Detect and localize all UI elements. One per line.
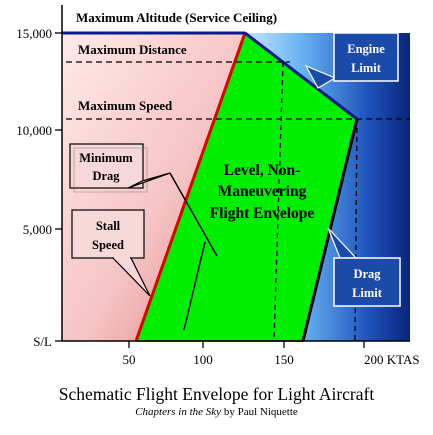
x-tick-100: 100 <box>193 352 213 367</box>
diagram-title: Schematic Flight Envelope for Light Airc… <box>58 384 375 404</box>
y-tick-10000: 10,000 <box>16 123 52 138</box>
stall-speed-text-2: Speed <box>92 238 124 252</box>
min-drag-callout: Minimum Drag <box>69 143 171 193</box>
min-drag-text-2: Drag <box>92 169 120 183</box>
diagram-subtitle: Chapters in the Sky by Paul Niquette <box>0 406 433 418</box>
max-speed-drop <box>354 118 358 342</box>
stall-region <box>62 33 245 341</box>
x-tick-50: 50 <box>123 352 136 367</box>
stall-speed-text-1: Stall <box>96 219 121 233</box>
max-speed-label: Maximum Speed <box>78 98 173 113</box>
envelope-label-line1: Level, Non- <box>224 162 301 179</box>
max-distance-label: Maximum Distance <box>78 42 187 57</box>
min-drag-text-1: Minimum <box>79 151 133 165</box>
stall-speed-callout: Stall Speed <box>71 209 151 297</box>
envelope-label-line2: Maneuvering <box>218 183 307 200</box>
max-distance-drop <box>273 61 284 342</box>
y-tick-15000: 15,000 <box>16 26 52 41</box>
y-tick-sl: S/L <box>33 334 52 349</box>
drag-limit-text-2: Limit <box>352 286 383 300</box>
y-tick-5000: 5,000 <box>23 222 52 237</box>
pointer-min-drag <box>169 172 218 257</box>
subtitle-book: Chapters in the Sky <box>135 406 222 418</box>
subtitle-author: by Paul Niquette <box>223 406 298 418</box>
x-tick-150: 150 <box>274 352 294 367</box>
drag-limit-text-1: Drag <box>353 267 381 281</box>
engine-limit-boundary <box>244 31 358 121</box>
engine-limit-callout: Engine Limit <box>304 32 399 89</box>
max-altitude-label: Maximum Altitude (Service Ceiling) <box>76 10 277 25</box>
engine-limit-text-2: Limit <box>351 61 382 75</box>
envelope-label-line3: Flight Envelope <box>210 205 315 222</box>
pointer-envelope <box>183 241 206 331</box>
stall-speed-boundary <box>134 32 247 342</box>
drag-limit-callout: Drag Limit <box>327 227 401 307</box>
x-tick-200-ktas: 200 KTAS <box>364 352 420 367</box>
engine-limit-text-1: Engine <box>347 42 385 56</box>
x-axis-ticks <box>128 341 365 348</box>
y-axis-ticks <box>55 32 62 342</box>
